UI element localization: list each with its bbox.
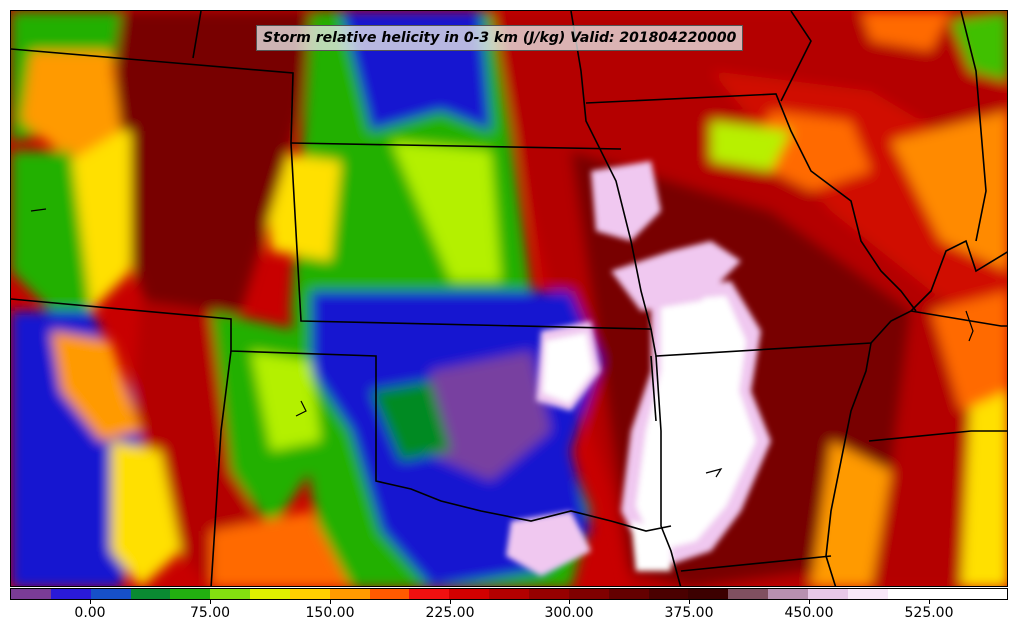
colorbar-tick-mark bbox=[929, 600, 930, 604]
colorbar-tick-mark bbox=[689, 600, 690, 604]
colorbar-segment bbox=[130, 589, 171, 599]
colorbar-segment bbox=[608, 589, 649, 599]
helicity-map[interactable]: Storm relative helicity in 0-3 km (J/kg)… bbox=[10, 10, 1008, 587]
colorbar-tick-label: 75.00 bbox=[189, 605, 231, 621]
colorbar-segment bbox=[250, 589, 290, 599]
colorbar-tick-mark bbox=[330, 600, 331, 604]
colorbar-segment bbox=[210, 589, 251, 599]
colorbar-segment bbox=[688, 589, 729, 599]
colorbar-tick-mark bbox=[450, 600, 451, 604]
state-borders bbox=[11, 11, 1007, 586]
colorbar-segment bbox=[489, 589, 529, 599]
colorbar-tick-label: 300.00 bbox=[544, 605, 594, 621]
colorbar-segment bbox=[170, 589, 211, 599]
lakes bbox=[30, 208, 974, 478]
colorbar-tick-label: 225.00 bbox=[425, 605, 475, 621]
colorbar-segment bbox=[289, 589, 330, 599]
colorbar-segment bbox=[927, 589, 968, 599]
high-helicity-core bbox=[506, 161, 771, 576]
colorbar-segment bbox=[11, 589, 51, 599]
colorbar-tick-label: 450.00 bbox=[784, 605, 834, 621]
colorbar-tick-label: 0.00 bbox=[74, 605, 106, 621]
colorbar-segment bbox=[967, 589, 1008, 599]
colorbar-segment bbox=[807, 589, 848, 599]
colorbar-segment bbox=[847, 589, 888, 599]
colorbar-segment bbox=[329, 589, 370, 599]
colorbar-segment bbox=[728, 589, 769, 599]
colorbar bbox=[10, 588, 1008, 600]
colorbar-segment bbox=[528, 589, 569, 599]
helicity-field bbox=[11, 11, 1007, 586]
colorbar-segment bbox=[887, 589, 928, 599]
colorbar-tick-mark bbox=[809, 600, 810, 604]
colorbar-tick-mark bbox=[90, 600, 91, 604]
colorbar-segment bbox=[768, 589, 808, 599]
colorbar-tick-label: 150.00 bbox=[305, 605, 355, 621]
colorbar-tick-label: 375.00 bbox=[664, 605, 714, 621]
map-canvas bbox=[11, 11, 1007, 586]
colorbar-segment bbox=[409, 589, 450, 599]
colorbar-segment bbox=[568, 589, 609, 599]
colorbar-segment bbox=[449, 589, 490, 599]
colorbar-segment bbox=[50, 589, 91, 599]
colorbar-ticks: 0.00 75.00 150.00 225.00 300.00 375.00 450.00 5… bbox=[10, 600, 1008, 630]
colorbar-tick-label: 525.00 bbox=[904, 605, 954, 621]
colorbar-segment bbox=[90, 589, 131, 599]
colorbar-segment bbox=[369, 589, 410, 599]
colorbar-tick-mark bbox=[210, 600, 211, 604]
map-title: Storm relative helicity in 0-3 km (J/kg)… bbox=[256, 25, 744, 51]
colorbar-tick-mark bbox=[569, 600, 570, 604]
colorbar-segment bbox=[648, 589, 689, 599]
